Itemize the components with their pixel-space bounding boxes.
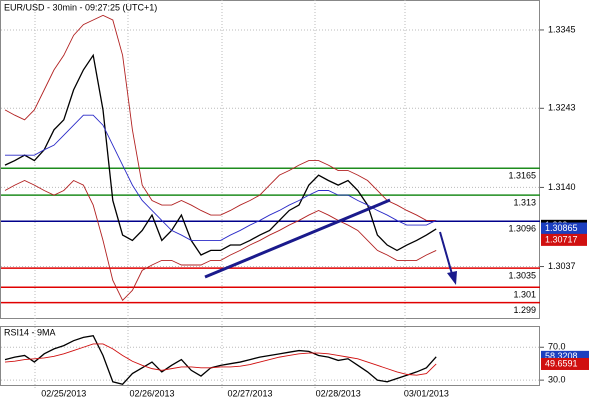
arrow-head	[447, 271, 457, 285]
level-label: 1.313	[513, 197, 536, 207]
x-tick-label: 03/01/2013	[404, 388, 449, 398]
y-tick-label: 70.0	[548, 342, 566, 352]
price-pane	[0, 0, 540, 319]
price-box	[541, 233, 587, 246]
level-label: 1.3096	[508, 224, 536, 234]
series-line	[4, 53, 437, 256]
rsi-title: RSI14 - 9MA	[4, 327, 56, 337]
y-tick-label: 1.3345	[548, 24, 576, 34]
x-tick-label: 02/25/2013	[41, 388, 86, 398]
series-line	[4, 335, 437, 385]
series-line	[4, 343, 437, 376]
last-value-box	[541, 357, 589, 370]
y-tick-label: 1.3243	[548, 103, 576, 113]
series-line	[4, 14, 437, 221]
x-tick-label: 02/28/2013	[316, 388, 361, 398]
arrow-shaft	[439, 231, 453, 275]
price-box	[541, 222, 587, 235]
trend-line	[204, 198, 391, 279]
level-label: 1.3035	[508, 270, 536, 280]
price-box-label: 1.30717	[545, 234, 578, 244]
last-value-label: 49.6591	[545, 358, 578, 368]
chart-title: EUR/USD - 30min - 09:27:25 (UTC+1)	[4, 2, 157, 12]
level-label: 1.301	[513, 290, 536, 300]
y-tick-label: 1.3140	[548, 182, 576, 192]
level-label: 1.299	[513, 305, 536, 315]
last-value-label: 58.3208	[545, 351, 578, 361]
series-line	[4, 179, 437, 302]
series-line	[5, 114, 437, 241]
y-tick-label: 30.0	[548, 375, 566, 385]
y-tick-label: 1.3037	[548, 261, 576, 271]
x-tick-label: 02/27/2013	[227, 388, 272, 398]
x-tick-label: 02/26/2013	[129, 388, 174, 398]
price-box-label: 1.30865	[545, 223, 578, 233]
level-label: 1.3165	[508, 171, 536, 181]
